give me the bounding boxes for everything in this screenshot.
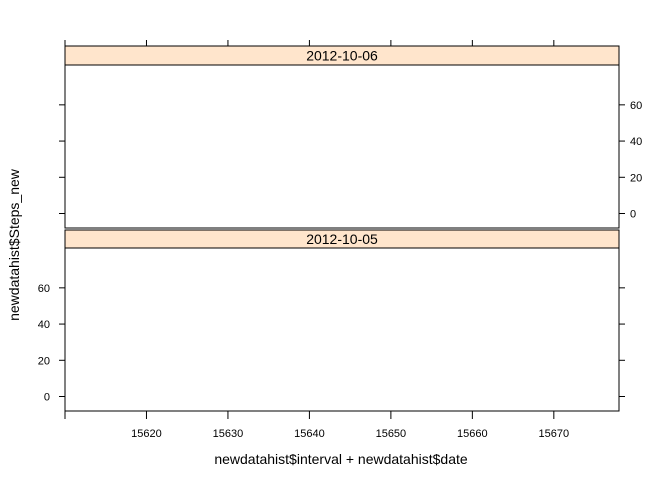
y-tick-label: 0 [630, 209, 636, 221]
x-tick-label: 15640 [294, 428, 325, 440]
y-tick-label: 40 [630, 136, 642, 148]
labels-layer: 2012-10-06 0 20 40 60 2012-10-05 0 20 40 60 15620 1… [38, 48, 643, 441]
y-axis-title: newdatahist$Steps_new [6, 168, 22, 321]
panel-strip-label: 2012-10-06 [306, 48, 378, 64]
y-tick-label: 0 [44, 392, 50, 404]
x-axis-title: newdatahist$interval + newdatahist$date [214, 451, 468, 467]
y-tick-label: 60 [38, 283, 50, 295]
y-tick-label: 20 [38, 355, 50, 367]
y-tick-label: 20 [630, 172, 642, 184]
panels-layer [64, 45, 620, 412]
x-tick-label: 15660 [457, 428, 488, 440]
panel-strip-label: 2012-10-05 [306, 231, 378, 247]
x-tick-label: 15670 [539, 428, 570, 440]
ticks-layer [59, 40, 625, 419]
x-tick-label: 15630 [213, 428, 244, 440]
y-tick-label: 40 [38, 319, 50, 331]
x-tick-label: 15620 [131, 428, 162, 440]
y-tick-label: 60 [630, 100, 642, 112]
panel-frame [64, 229, 620, 412]
x-tick-label: 15650 [376, 428, 407, 440]
panel-frame [64, 45, 620, 229]
